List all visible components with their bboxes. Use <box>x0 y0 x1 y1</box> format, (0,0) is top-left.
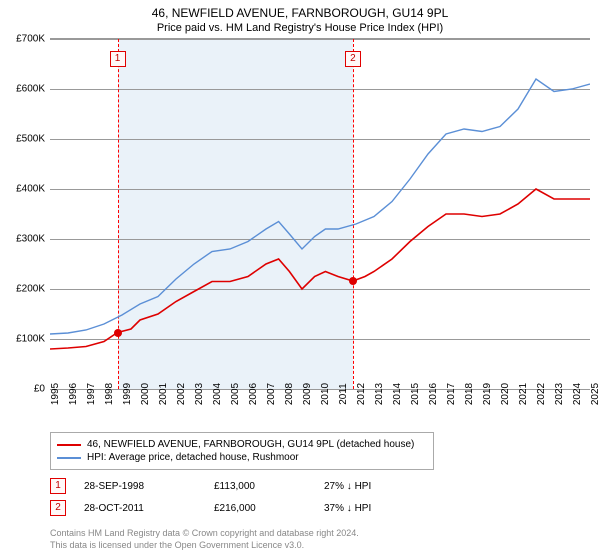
footer-line1: Contains HM Land Registry data © Crown c… <box>50 528 359 540</box>
y-axis-label: £100K <box>16 334 45 345</box>
legend-swatch <box>57 444 81 446</box>
sale-info-row: 2 28-OCT-2011£216,00037% ↓ HPI <box>50 500 371 516</box>
sale-point <box>114 329 122 337</box>
sale-price: £113,000 <box>214 481 324 492</box>
sale-marker: 2 <box>50 500 66 516</box>
legend: 46, NEWFIELD AVENUE, FARNBOROUGH, GU14 9… <box>50 432 434 470</box>
sale-info-row: 1 28-SEP-1998£113,00027% ↓ HPI <box>50 478 371 494</box>
y-axis-label: £600K <box>16 84 45 95</box>
chart-container: 46, NEWFIELD AVENUE, FARNBOROUGH, GU14 9… <box>0 0 600 560</box>
y-axis-label: £200K <box>16 284 45 295</box>
series-line <box>50 79 590 334</box>
y-axis-label: £700K <box>16 34 45 45</box>
y-axis-label: £400K <box>16 184 45 195</box>
y-axis-label: £300K <box>16 234 45 245</box>
legend-swatch <box>57 457 81 459</box>
footer: Contains HM Land Registry data © Crown c… <box>50 528 359 551</box>
legend-label: 46, NEWFIELD AVENUE, FARNBOROUGH, GU14 9… <box>87 439 414 450</box>
legend-item: 46, NEWFIELD AVENUE, FARNBOROUGH, GU14 9… <box>57 439 427 450</box>
chart-subtitle: Price paid vs. HM Land Registry's House … <box>0 20 600 38</box>
sale-marker: 1 <box>50 478 66 494</box>
sale-price: £216,000 <box>214 503 324 514</box>
sale-diff: 27% ↓ HPI <box>324 481 371 492</box>
footer-line2: This data is licensed under the Open Gov… <box>50 540 359 552</box>
x-axis-label: 2025 <box>590 383 600 405</box>
sale-diff: 37% ↓ HPI <box>324 503 371 514</box>
legend-item: HPI: Average price, detached house, Rush… <box>57 452 427 463</box>
chart-area: £0£100K£200K£300K£400K£500K£600K£700K199… <box>50 38 590 389</box>
y-axis-label: £0 <box>34 384 45 395</box>
chart-title: 46, NEWFIELD AVENUE, FARNBOROUGH, GU14 9… <box>0 0 600 20</box>
series-line <box>50 189 590 349</box>
chart-svg <box>50 39 590 389</box>
sale-point <box>349 277 357 285</box>
sale-date: 28-OCT-2011 <box>84 503 214 514</box>
y-axis-label: £500K <box>16 134 45 145</box>
sale-date: 28-SEP-1998 <box>84 481 214 492</box>
legend-label: HPI: Average price, detached house, Rush… <box>87 452 299 463</box>
